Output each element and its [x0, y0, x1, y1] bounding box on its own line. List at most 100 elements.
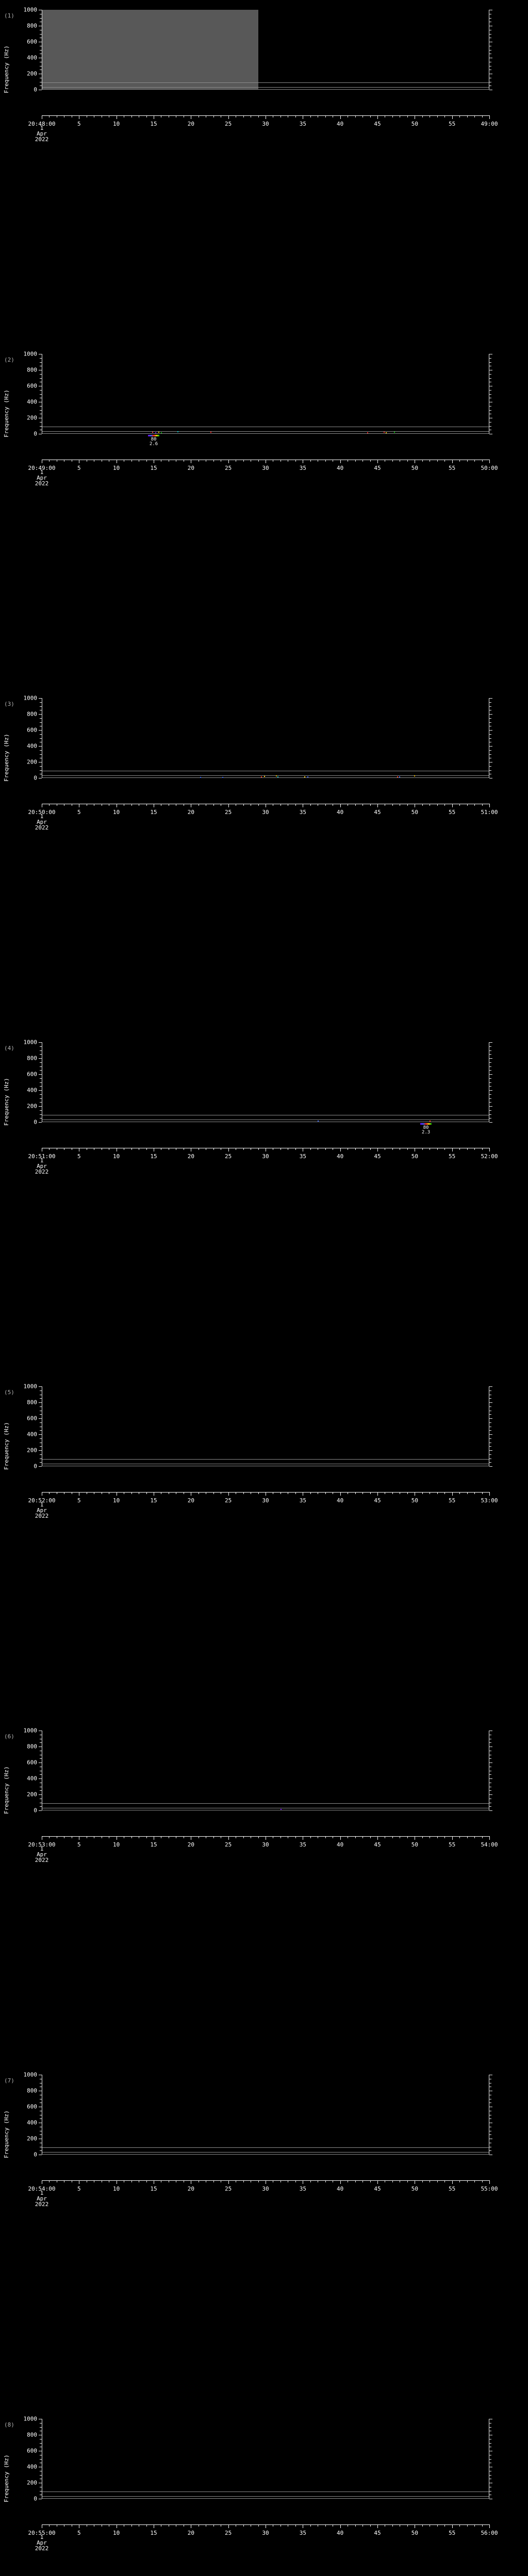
y-tick-right: [489, 1042, 492, 1043]
x-tick-label: 45: [374, 809, 381, 816]
y-tick: [40, 1446, 42, 1447]
y-tick-label: 1000: [23, 694, 38, 702]
x-tick: [355, 2180, 356, 2182]
y-tick-label: 600: [27, 2103, 37, 2110]
x-tick: [49, 1148, 50, 1150]
y-tick-label: 0: [34, 2151, 37, 2158]
date-day: 1: [40, 2190, 44, 2196]
detection-marker: [210, 432, 211, 433]
y-tick-right: [489, 1762, 492, 1763]
spectrogram-panel: (5) Frequency (Hz) 0 200 400 600 800 1000 20:52:…: [0, 1377, 528, 1549]
x-tick: [131, 2524, 132, 2527]
x-tick: [437, 2180, 438, 2182]
x-tick-label-end: 50:00: [481, 465, 498, 471]
y-tick-right: [489, 698, 492, 699]
x-tick: [243, 1836, 244, 1838]
y-tick-label: 0: [34, 1463, 37, 1470]
x-tick: [213, 2524, 214, 2527]
y-tick: [40, 750, 42, 751]
y-tick: [40, 1758, 42, 1759]
y-tick-label: 800: [27, 1055, 37, 1062]
x-tick: [325, 460, 326, 462]
x-tick: [228, 115, 229, 119]
y-tick: [40, 1102, 42, 1103]
x-tick: [482, 804, 483, 806]
annotation-color-swatch: [420, 1123, 432, 1125]
y-tick: [39, 730, 42, 731]
date-month: Apr: [37, 1163, 47, 1170]
x-tick: [280, 804, 281, 806]
x-tick: [392, 1492, 393, 1494]
x-tick-label: 20: [187, 809, 194, 816]
x-tick: [280, 2524, 281, 2527]
y-tick-label: 0: [34, 1118, 37, 1126]
x-axis-date-label: 1 Apr 2022: [11, 1158, 73, 1175]
x-axis-date-label: 1 Apr 2022: [11, 469, 73, 486]
x-tick: [459, 1492, 460, 1494]
x-tick-label: 45: [374, 121, 381, 127]
y-tick: [40, 1774, 42, 1775]
x-tick-label: 25: [225, 2530, 232, 2536]
x-tick: [258, 115, 259, 117]
x-tick-label: 45: [374, 1497, 381, 1504]
x-tick: [355, 804, 356, 806]
x-tick: [474, 1492, 475, 1494]
x-tick: [452, 115, 453, 119]
x-tick-label: 55: [449, 2185, 456, 2192]
x-tick-label: 45: [374, 2185, 381, 2192]
y-tick-right: [489, 1070, 491, 1071]
x-tick: [377, 1836, 378, 1840]
x-tick: [467, 2180, 468, 2182]
x-tick: [213, 1836, 214, 1838]
x-tick-label: 30: [262, 1497, 269, 1504]
x-tick: [228, 2524, 229, 2528]
x-tick: [422, 804, 423, 806]
x-tick: [489, 1148, 490, 1151]
detection-marker: [414, 775, 415, 776]
x-tick: [392, 460, 393, 462]
y-tick: [40, 1050, 42, 1051]
x-tick-label: 45: [374, 1841, 381, 1848]
panel-index-label: (7): [4, 2077, 14, 2084]
x-tick-label-start: 20:49:00: [28, 465, 56, 471]
x-tick: [258, 2180, 259, 2182]
detection-marker: [304, 776, 306, 777]
x-tick: [310, 804, 311, 806]
x-tick-label-start: 20:50:00: [28, 809, 56, 816]
x-tick-label: 10: [113, 2185, 120, 2192]
y-tick-right: [489, 1102, 491, 1103]
y-tick-right: [489, 730, 492, 731]
x-tick-label: 50: [411, 2530, 418, 2536]
x-tick: [146, 2524, 147, 2527]
y-tick: [40, 1406, 42, 1407]
x-tick: [131, 115, 132, 117]
y-tick-right: [489, 1078, 491, 1079]
y-tick-label: 800: [27, 366, 37, 374]
y-tick-right: [489, 718, 491, 719]
y-tick-right: [489, 750, 491, 751]
detection-marker: [307, 776, 308, 778]
x-tick: [146, 1148, 147, 1150]
x-tick-label: 10: [113, 465, 120, 471]
x-tick-label: 20: [187, 2185, 194, 2192]
x-tick: [295, 1492, 296, 1494]
x-tick: [49, 460, 50, 462]
x-tick-label: 10: [113, 1497, 120, 1504]
x-tick: [243, 1492, 244, 1494]
x-tick-label: 10: [113, 809, 120, 816]
x-tick-label: 50: [411, 1153, 418, 1160]
x-tick-label: 55: [449, 809, 456, 816]
x-tick: [459, 115, 460, 117]
x-tick: [370, 1492, 371, 1494]
x-tick: [362, 1836, 364, 1838]
x-tick: [467, 115, 468, 117]
y-tick: [40, 410, 42, 411]
x-tick: [482, 1836, 483, 1838]
y-tick-label: 600: [27, 38, 37, 45]
date-year: 2022: [35, 2201, 49, 2208]
x-tick: [392, 115, 393, 117]
annotation-line: 80: [423, 1125, 429, 1130]
y-tick: [40, 766, 42, 767]
y-tick-right: [489, 1406, 491, 1407]
y-tick: [40, 1114, 42, 1115]
